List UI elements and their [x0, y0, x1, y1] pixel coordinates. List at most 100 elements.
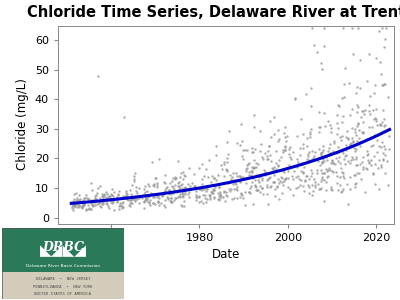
Point — [69, 204, 76, 208]
Text: ◣◢◣◢: ◣◢◣◢ — [40, 243, 86, 258]
Point — [123, 196, 129, 201]
Point — [154, 194, 160, 199]
Point — [251, 124, 258, 129]
Point — [168, 179, 175, 184]
Point — [152, 192, 158, 197]
Point — [312, 180, 318, 185]
Point — [70, 199, 76, 203]
Point — [239, 192, 245, 197]
Point — [349, 126, 356, 130]
Point — [93, 190, 100, 195]
Point — [273, 148, 280, 153]
Point — [325, 118, 332, 123]
Point — [133, 189, 139, 194]
Point — [205, 184, 212, 189]
Point — [126, 198, 133, 203]
Point — [200, 173, 207, 178]
Point — [372, 83, 378, 88]
Point — [209, 191, 215, 196]
Point — [312, 183, 318, 188]
Point — [166, 187, 172, 192]
Point — [123, 190, 129, 195]
Point — [382, 146, 388, 151]
Point — [319, 174, 326, 179]
Point — [202, 195, 208, 200]
Point — [308, 85, 314, 90]
Point — [156, 157, 162, 162]
Point — [210, 191, 216, 196]
Point — [364, 78, 371, 83]
Point — [100, 199, 107, 204]
Point — [156, 195, 162, 200]
Point — [323, 154, 330, 159]
Point — [172, 174, 178, 179]
Point — [99, 192, 105, 197]
Point — [73, 200, 79, 205]
Point — [103, 198, 110, 203]
Point — [179, 182, 185, 187]
Point — [319, 160, 325, 165]
Point — [201, 187, 208, 191]
Point — [321, 26, 327, 31]
Point — [262, 150, 268, 155]
Point — [328, 160, 334, 165]
Point — [305, 183, 311, 188]
Point — [180, 186, 186, 191]
Point — [167, 192, 174, 197]
Point — [93, 197, 99, 202]
Point — [343, 153, 349, 158]
Point — [115, 204, 122, 209]
Point — [368, 158, 374, 163]
Point — [316, 110, 322, 115]
Point — [71, 191, 78, 196]
Point — [156, 202, 162, 207]
Point — [316, 187, 322, 192]
Point — [105, 196, 111, 201]
Point — [300, 132, 306, 136]
Point — [355, 128, 362, 132]
Point — [267, 174, 273, 179]
Point — [385, 182, 392, 187]
Point — [318, 179, 324, 184]
Point — [88, 202, 95, 207]
Point — [124, 191, 130, 196]
Point — [80, 198, 86, 203]
Point — [276, 197, 282, 202]
Point — [382, 36, 388, 41]
Point — [89, 198, 95, 203]
Point — [282, 124, 288, 129]
Point — [276, 158, 282, 162]
Point — [380, 129, 386, 134]
Point — [309, 26, 316, 31]
Point — [332, 169, 339, 174]
Point — [378, 120, 385, 124]
Point — [106, 194, 113, 198]
Point — [298, 169, 304, 173]
Point — [345, 136, 352, 141]
Point — [249, 166, 256, 170]
Point — [338, 134, 345, 138]
Point — [370, 142, 376, 147]
Point — [366, 52, 372, 56]
Point — [223, 192, 229, 197]
Point — [159, 193, 165, 198]
Point — [76, 205, 82, 210]
Point — [280, 183, 286, 188]
Point — [347, 142, 354, 147]
Point — [213, 144, 219, 149]
Point — [189, 180, 195, 185]
Bar — [2, 272, 124, 298]
Point — [224, 160, 230, 165]
Point — [161, 198, 168, 203]
Point — [142, 197, 148, 202]
Point — [308, 192, 315, 197]
Point — [272, 186, 278, 191]
Point — [372, 133, 378, 138]
Point — [378, 145, 384, 150]
Point — [253, 188, 259, 193]
Point — [211, 195, 217, 200]
Bar — [2, 228, 124, 272]
Point — [124, 195, 130, 200]
Point — [101, 193, 108, 197]
Point — [80, 195, 87, 200]
